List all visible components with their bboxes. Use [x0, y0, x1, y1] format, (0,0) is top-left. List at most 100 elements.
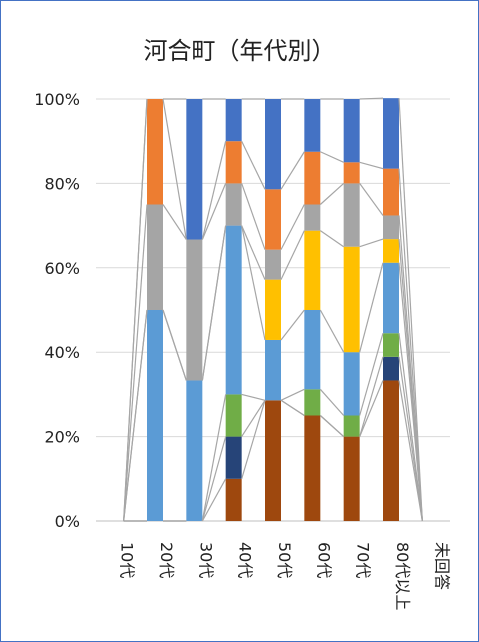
- bar-segment: [265, 279, 281, 340]
- bar-segment: [343, 352, 360, 416]
- bar-segment: [383, 168, 399, 216]
- bar-segment: [304, 99, 321, 152]
- bar-segment: [186, 239, 203, 381]
- series-line: [319, 230, 345, 248]
- y-tick-label: 100%: [34, 90, 80, 109]
- bar-segment: [265, 339, 281, 401]
- bar-segment: [147, 204, 163, 310]
- bar-segment: [383, 215, 399, 240]
- series-line: [398, 333, 423, 522]
- series-line: [398, 168, 423, 522]
- bar-segment: [225, 183, 242, 226]
- x-tick-label: 80代以上: [393, 542, 412, 610]
- series-line: [241, 400, 266, 479]
- series-line: [280, 309, 305, 341]
- bar-segment: [304, 230, 321, 310]
- x-tick-label: 40代: [236, 542, 255, 578]
- y-tick-label: 60%: [44, 259, 80, 278]
- series-line: [280, 230, 305, 280]
- series-line: [241, 399, 266, 437]
- bar-segment: [186, 99, 203, 240]
- series-line: [319, 309, 345, 353]
- x-tick-label: 10代: [118, 542, 137, 578]
- x-tick-label: 30代: [196, 542, 215, 578]
- x-tick-label: 60代: [314, 542, 333, 578]
- series-line: [359, 97, 384, 100]
- series-line: [123, 204, 148, 522]
- chart-title: 河合町（年代別）: [143, 37, 336, 65]
- bar-segment: [225, 225, 242, 395]
- bar-segment: [225, 141, 242, 184]
- bar-segment: [265, 249, 281, 280]
- series-line: [359, 333, 384, 416]
- series-line: [201, 478, 227, 522]
- series-line: [162, 309, 187, 381]
- bar-segment: [225, 478, 242, 521]
- x-tick-label: 未回答: [432, 542, 451, 590]
- series-line: [241, 140, 266, 190]
- x-tick-label: 20代: [157, 542, 176, 578]
- series-line: [241, 393, 266, 401]
- series-line: [280, 399, 305, 417]
- bar-segment: [343, 436, 360, 521]
- series-line: [241, 225, 266, 341]
- bar-segment: [383, 98, 399, 169]
- bar-segment: [343, 162, 360, 184]
- series-line: [359, 380, 384, 437]
- bar-segment: [383, 380, 399, 521]
- series-line: [359, 183, 384, 216]
- y-tick-label: 0%: [55, 512, 80, 531]
- series-line: [162, 204, 187, 240]
- series-line: [280, 151, 305, 190]
- series-line: [280, 204, 305, 250]
- series-line: [280, 388, 305, 401]
- bar-segment: [343, 99, 360, 163]
- series-line: [201, 436, 227, 522]
- series-line: [201, 225, 227, 381]
- bar-segment: [304, 204, 321, 231]
- bar-segment: [147, 310, 163, 521]
- bar-segment: [304, 415, 321, 521]
- series-line: [319, 182, 345, 205]
- series-line: [359, 356, 384, 437]
- series-line: [359, 238, 384, 248]
- bar-segment: [147, 99, 163, 205]
- bar-segment: [343, 183, 360, 247]
- bar-segment: [225, 436, 242, 479]
- series-line: [123, 309, 148, 522]
- series-line: [162, 98, 187, 240]
- series-line: [201, 183, 227, 240]
- series-line: [359, 161, 384, 170]
- bar-segment: [383, 333, 399, 357]
- bar-segment: [343, 415, 360, 437]
- bar-segment: [265, 189, 281, 250]
- bar-segment: [383, 356, 399, 381]
- series-line: [398, 98, 423, 522]
- y-tick-label: 20%: [44, 428, 80, 447]
- series-line: [319, 415, 345, 438]
- bar-segment: [265, 99, 281, 190]
- bar-segment: [265, 400, 281, 521]
- series-line: [320, 151, 344, 163]
- bar-segment: [304, 310, 321, 390]
- series-line: [359, 262, 384, 353]
- bar-segment: [186, 380, 203, 521]
- bar-segment: [383, 262, 399, 334]
- bar-segment: [225, 99, 242, 142]
- bar-segment: [343, 246, 360, 353]
- y-tick-label: 40%: [44, 343, 80, 362]
- bar-segment: [383, 239, 399, 263]
- bar-segment: [225, 394, 242, 437]
- x-tick-label: 70代: [354, 542, 373, 578]
- series-line: [201, 394, 227, 522]
- series-line: [241, 183, 266, 250]
- x-tick-label: 50代: [275, 542, 294, 578]
- y-tick-label: 80%: [44, 174, 80, 193]
- bar-segment: [304, 389, 321, 416]
- series-line: [201, 141, 227, 240]
- series-line: [319, 388, 345, 416]
- bar-segment: [304, 151, 321, 205]
- series-line: [241, 225, 266, 280]
- series-line: [123, 98, 148, 522]
